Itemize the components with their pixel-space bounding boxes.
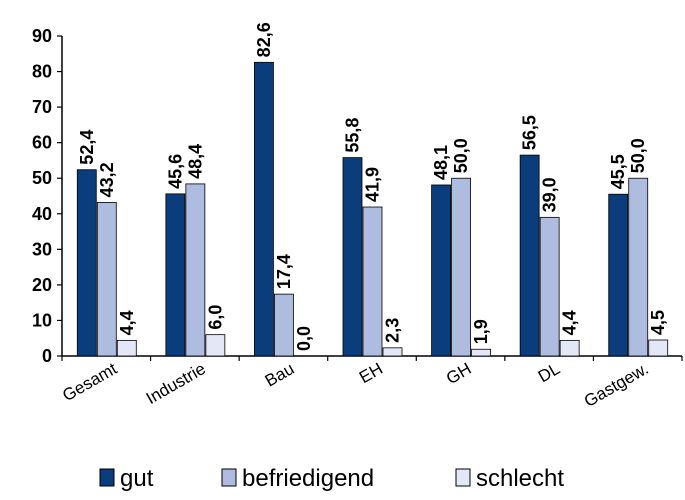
legend-swatch-schlecht	[455, 468, 471, 487]
legend-label: schlecht	[476, 465, 564, 492]
y-tick-label: 90	[32, 26, 52, 46]
y-tick-label: 40	[32, 204, 52, 224]
legend-label: befriedigend	[242, 465, 374, 492]
legend: gut befriedigend schlecht	[99, 465, 564, 492]
x-tick-label: Gesamt	[59, 359, 120, 405]
data-label: 1,9	[471, 319, 491, 344]
bar-schlecht-gh	[471, 348, 491, 357]
data-label: 39,0	[540, 177, 560, 212]
bar-schlecht-dl	[559, 339, 580, 357]
y-tick-label: 60	[32, 133, 52, 153]
data-label: 56,5	[520, 115, 540, 150]
data-label: 41,9	[363, 167, 383, 202]
plot-area: 0 10 20 30 40 50 60 70 80 90 52,443,2 4,4 Gesamt 45,6…	[32, 22, 683, 411]
data-label: 43,2	[97, 162, 117, 197]
data-label: 55,8	[343, 118, 363, 153]
bar-befriedigend-gastgew	[628, 177, 649, 357]
bar-gut-gh	[431, 184, 451, 357]
bar-gut-eh	[342, 157, 363, 357]
x-tick-label: EH	[356, 359, 386, 387]
data-label: 52,4	[77, 130, 97, 165]
bar-gut-gastgew	[608, 193, 629, 357]
x-tick-label: Gastgew.	[581, 359, 652, 411]
bar-befriedigend-gesamt	[96, 201, 117, 357]
bar-befriedigend-dl	[539, 216, 560, 357]
bar-befriedigend-eh	[362, 206, 383, 357]
data-label: 48,4	[185, 144, 205, 179]
data-label: 50,0	[451, 138, 471, 173]
x-tick-label: Bau	[262, 359, 298, 391]
x-tick-label: GH	[443, 359, 475, 388]
y-tick-label: 80	[32, 62, 52, 82]
bar-gut-industrie	[165, 193, 186, 357]
y-tick-label: 50	[32, 168, 52, 188]
y-tick-label: 10	[32, 310, 52, 330]
bar-befriedigend-bau	[274, 293, 294, 357]
bar-gut-bau	[254, 61, 274, 357]
legend-swatch-befriedigend	[221, 468, 237, 487]
data-label: 2,3	[383, 318, 403, 343]
data-label: 82,6	[254, 22, 274, 57]
legend-label: gut	[120, 465, 154, 492]
data-label: 4,4	[560, 310, 580, 335]
bar-gut-gesamt	[76, 169, 97, 357]
bar-schlecht-gesamt	[116, 339, 137, 357]
data-label: 45,6	[165, 154, 185, 189]
data-label: 50,0	[628, 138, 648, 173]
bar-schlecht-industrie	[205, 334, 226, 357]
bar-schlecht-eh	[382, 347, 403, 357]
data-label: 45,5	[608, 154, 628, 189]
y-tick-label: 0	[42, 346, 52, 366]
data-label: 0,0	[294, 326, 314, 351]
bar-befriedigend-gh	[451, 177, 471, 357]
x-tick-label: DL	[535, 359, 563, 386]
data-label: 48,1	[431, 145, 451, 180]
bar-schlecht-gastgew	[648, 339, 669, 357]
bar-gut-dl	[519, 154, 540, 357]
bar-befriedigend-industrie	[185, 183, 206, 357]
data-label: 6,0	[205, 305, 225, 330]
data-label: 17,4	[274, 254, 294, 289]
legend-swatch-gut	[99, 468, 115, 487]
y-tick-label: 70	[32, 97, 52, 117]
y-tick-label: 30	[32, 239, 52, 259]
data-label: 4,4	[117, 310, 137, 335]
x-tick-label: Industrie	[143, 359, 209, 408]
data-label: 4,5	[648, 310, 668, 335]
y-tick-label: 20	[32, 275, 52, 295]
